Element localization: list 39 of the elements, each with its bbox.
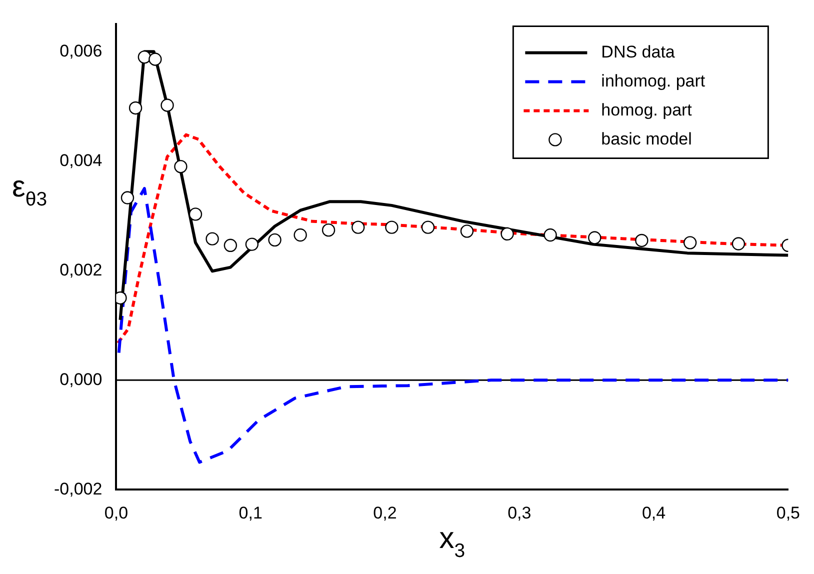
point xyxy=(268,233,282,247)
point xyxy=(544,228,557,242)
y-tick-label: 0,004 xyxy=(60,150,102,170)
point xyxy=(128,101,142,115)
point xyxy=(322,223,336,237)
point xyxy=(224,238,238,252)
point xyxy=(138,50,152,64)
point xyxy=(588,231,602,244)
point xyxy=(732,237,746,250)
point xyxy=(245,238,259,251)
point xyxy=(160,98,174,112)
legend-label: inhomog. part xyxy=(601,71,706,90)
x-tick-label: 0,3 xyxy=(508,503,532,522)
line-series xyxy=(117,186,788,464)
point xyxy=(421,220,435,234)
point xyxy=(683,236,697,250)
legend-label: DNS data xyxy=(601,42,676,62)
point xyxy=(294,228,307,242)
x-tick-label: 0,2 xyxy=(373,503,397,522)
legend-label: homog. part xyxy=(601,100,692,120)
point xyxy=(460,224,474,238)
point xyxy=(385,220,398,234)
point xyxy=(635,234,648,248)
x-tick-label: 0,1 xyxy=(238,503,262,522)
x-tick-label: 0,5 xyxy=(776,503,800,522)
point xyxy=(500,227,514,241)
y-tick-label: 0,000 xyxy=(60,370,102,389)
point xyxy=(120,191,134,204)
point xyxy=(148,52,162,66)
point xyxy=(188,208,202,221)
point xyxy=(352,220,365,234)
point xyxy=(206,232,219,246)
y-tick-label: -0,002 xyxy=(54,479,102,498)
y-tick-label: 0,002 xyxy=(60,260,102,280)
point xyxy=(174,160,188,174)
legend-label: basic model xyxy=(601,129,692,148)
x-tick-label: 0,0 xyxy=(104,503,128,522)
y-tick-label: 0,006 xyxy=(60,41,102,60)
x-tick-label: 0,4 xyxy=(642,503,666,522)
